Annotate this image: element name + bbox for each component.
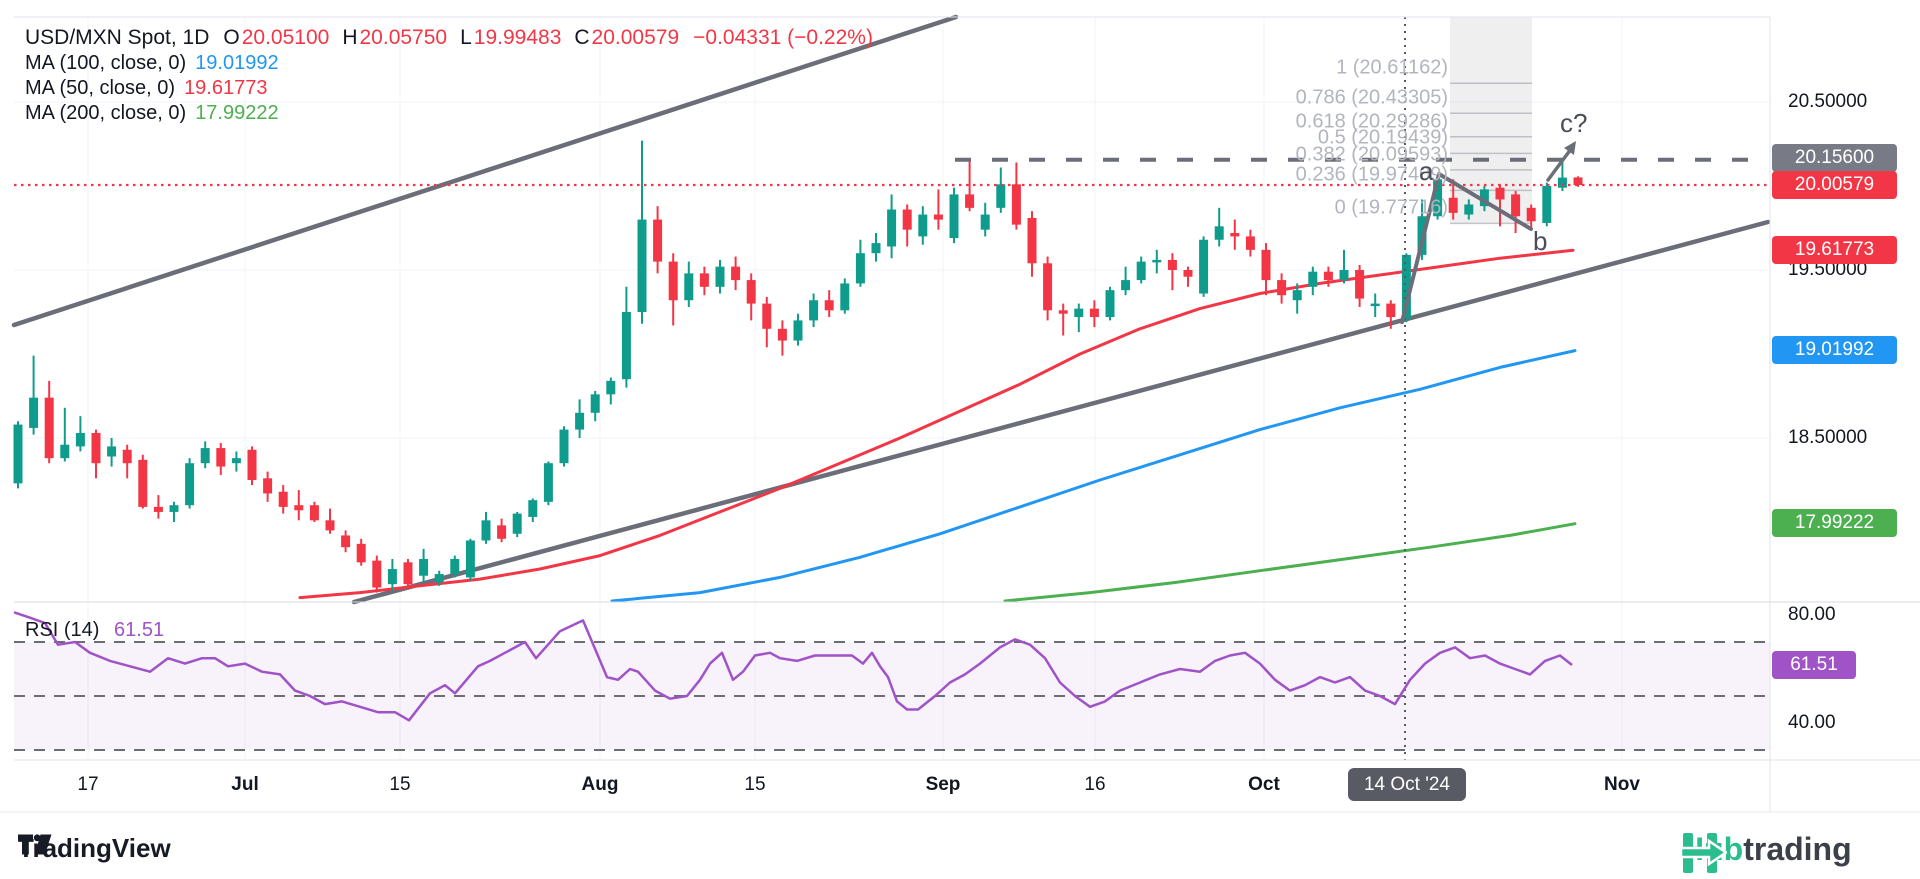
ma200-line[interactable] (1003, 522, 1577, 603)
ma-legend-row-1[interactable]: MA (50, close, 0) 19.61773 (25, 77, 267, 100)
ohlc-number: 20.00579 (591, 26, 680, 49)
annotation-a: a (1419, 156, 1434, 186)
ma100-value-badge: 19.01992 (1772, 336, 1897, 364)
fibonacci-retracement[interactable] (1450, 17, 1532, 225)
time-axis-label-sep: Sep (925, 774, 961, 795)
fib-label-1: 1 (20.61162) (1336, 56, 1448, 79)
ma100-line[interactable] (610, 349, 1577, 603)
rsi-legend[interactable]: RSI (14) 61.51 (25, 619, 164, 642)
rsi-value: 61.51 (114, 619, 165, 641)
trend-channel-lines[interactable] (11, 14, 1771, 605)
event-date-badge: 14 Oct '24 (1347, 768, 1467, 801)
rsi-line[interactable] (13, 611, 1573, 722)
ma-label: MA (100, close, 0) (25, 52, 187, 74)
ohlc-number: 20.05750 (359, 26, 448, 49)
ma50-value-badge: 19.61773 (1772, 236, 1897, 264)
pane-borders (0, 16, 1920, 813)
tradingview-logo[interactable]: TradingView (18, 833, 171, 864)
time-axis-label-15: 15 (389, 774, 411, 795)
ohlc-o: O 20.05100 (223, 26, 329, 50)
ohlc-letter: C (574, 26, 590, 49)
price-axis-label: 80.00 (1788, 604, 1836, 625)
time-axis-label-aug: Aug (581, 774, 619, 795)
fib-label-0.236: 0.236 (19.97409) (1295, 163, 1448, 186)
ohlc-h: H 20.05750 (342, 26, 447, 50)
price-axis-label: 20.50000 (1788, 91, 1868, 112)
ohlc-letter: H (342, 26, 358, 49)
time-axis-label-16: 16 (1084, 774, 1106, 795)
price-axis-label: 40.00 (1788, 712, 1836, 733)
ma-label: MA (200, close, 0) (25, 102, 187, 124)
time-axis-label-17: 17 (77, 774, 99, 795)
ohlc-number: 19.99483 (473, 26, 562, 49)
fib-label-0.786: 0.786 (20.43305) (1295, 86, 1448, 109)
last-price-badge: 20.00579 (1772, 171, 1897, 199)
time-axis-label-oct: Oct (1248, 774, 1280, 795)
fib-label-0.5: 0.5 (20.19439) (1317, 126, 1448, 149)
ohlc-values: O 20.05100 H 20.05750 L 19.99483 C 20.00579 (223, 26, 679, 50)
ma200-value-badge: 17.99222 (1772, 509, 1897, 537)
symbol-legend[interactable]: USD/MXN Spot, 1D O 20.05100 H 20.05750 L 19.9… (25, 26, 873, 50)
annotation-c: c? (1560, 108, 1588, 138)
hubtrading-logo: Hubtrading (1681, 831, 1852, 873)
annotation-b: b (1533, 226, 1548, 256)
ma-legend-row-2[interactable]: MA (200, close, 0) 17.99222 (25, 102, 279, 125)
change-value: −0.04331 (−0.22%) (693, 26, 873, 49)
hubtrading-logo-icon (1681, 833, 1727, 873)
ohlc-c: C 20.00579 (574, 26, 679, 50)
ohlc-letter: L (460, 26, 472, 49)
rsi-band (14, 641, 1770, 751)
ohlc-letter: O (223, 26, 240, 49)
ma-value: 19.01992 (195, 52, 279, 74)
price-axis-label: 18.50000 (1788, 427, 1868, 448)
ohlc-l: L 19.99483 (460, 26, 561, 50)
fib-label-0.382: 0.382 (20.09593) (1295, 143, 1448, 166)
abc-wave-drawing[interactable] (1400, 141, 1576, 324)
resistance-level-badge: 20.15600 (1772, 144, 1897, 172)
symbol-title: USD/MXN Spot, 1D (25, 26, 210, 49)
time-axis-label-jul: Jul (231, 774, 259, 795)
ohlc-number: 20.05100 (241, 26, 330, 49)
fib-label-0: 0 (19.77716) (1334, 196, 1448, 219)
ma-value: 19.61773 (184, 77, 268, 99)
ma-label: MA (50, close, 0) (25, 77, 176, 99)
ma50-line[interactable] (298, 248, 1575, 600)
gridlines (14, 17, 1770, 760)
ma-legend-row-0[interactable]: MA (100, close, 0) 19.01992 (25, 52, 279, 75)
time-axis-label-15: 15 (744, 774, 766, 795)
candlestick-series[interactable] (13, 140, 1583, 593)
rsi-label: RSI (14) (25, 619, 100, 641)
fib-label-0.618: 0.618 (20.29286) (1295, 110, 1448, 133)
ma-value: 17.99222 (195, 102, 279, 124)
rsi-value-badge: 61.51 (1772, 651, 1856, 679)
tradingview-logo-icon (18, 834, 52, 855)
time-axis-label-nov: Nov (1604, 774, 1640, 795)
price-axis-label: 19.50000 (1788, 259, 1868, 280)
